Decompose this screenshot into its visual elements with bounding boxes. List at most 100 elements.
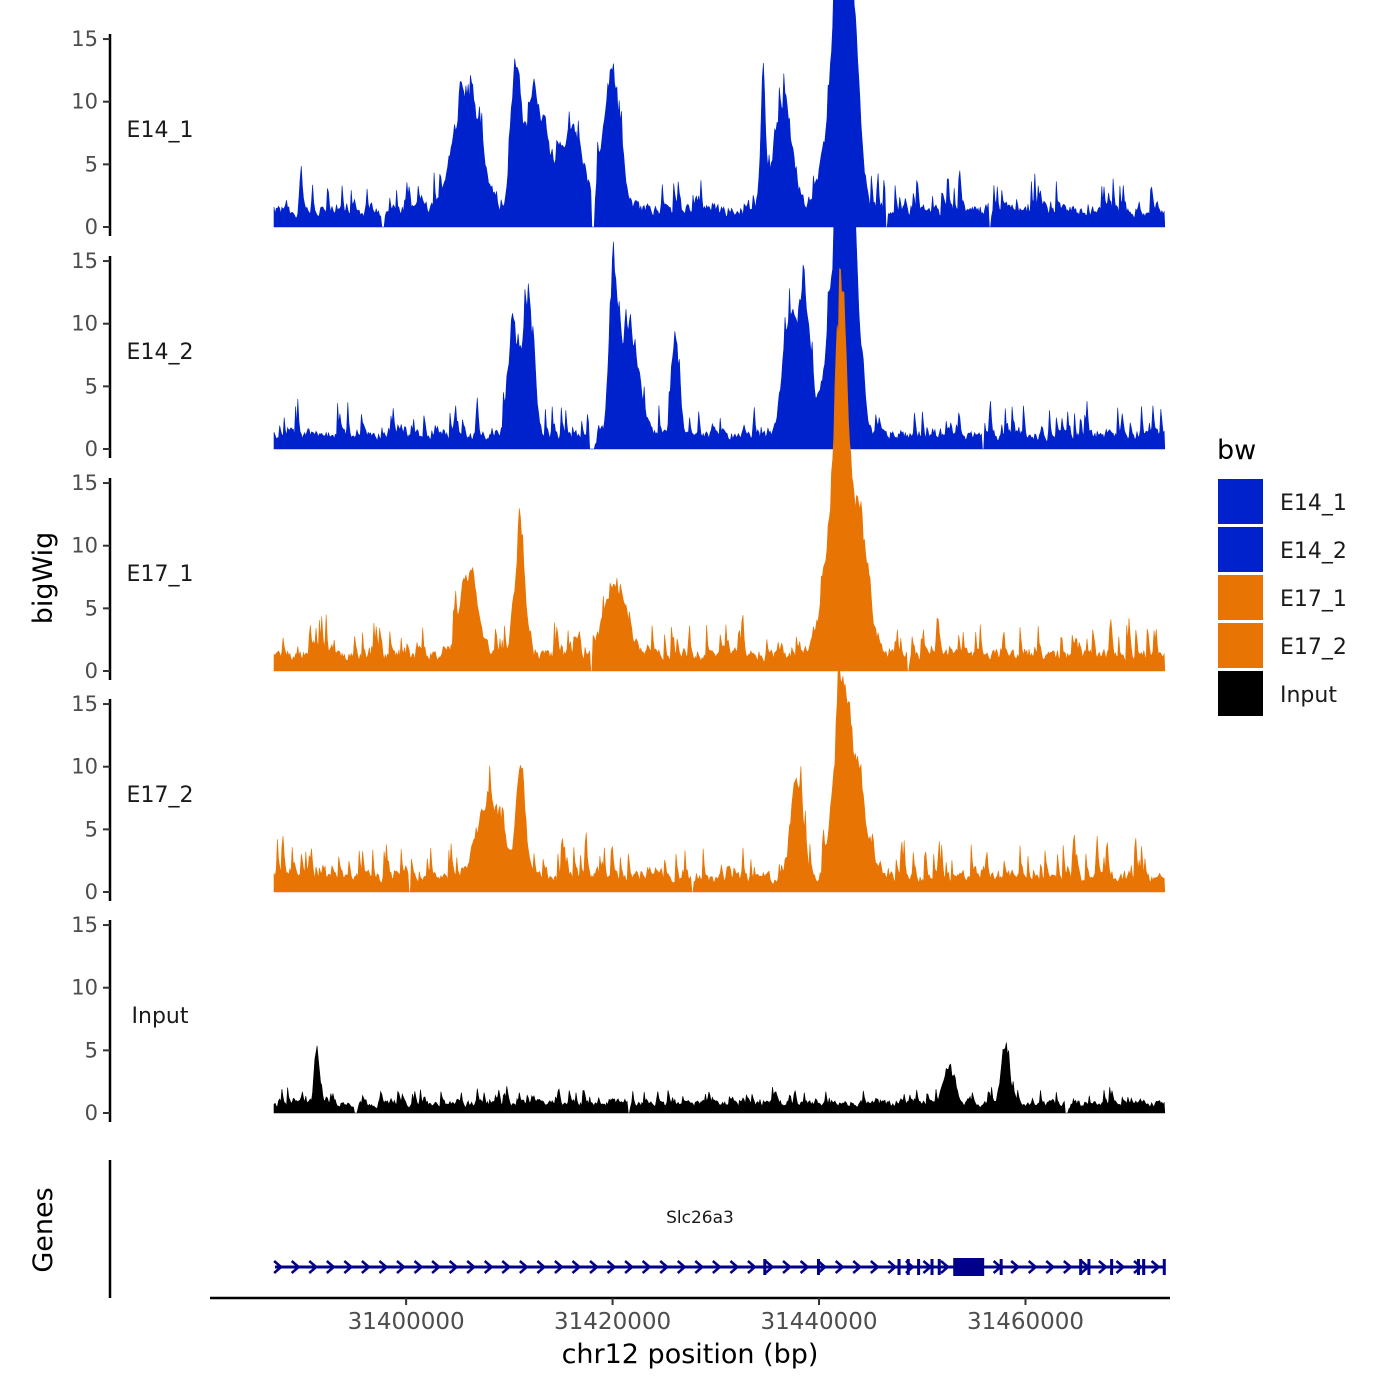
legend-swatch bbox=[1218, 575, 1263, 620]
x-axis-title: chr12 position (bp) bbox=[562, 1339, 819, 1370]
legend-label: Input bbox=[1280, 683, 1337, 708]
signal-area bbox=[273, 0, 1166, 450]
y-tick-label: 15 bbox=[71, 471, 98, 495]
strand-arrow bbox=[624, 1260, 635, 1274]
x-axis: 31400000 31420000 31440000 31460000 bbox=[210, 1296, 1170, 1335]
strand-arrow bbox=[712, 1260, 722, 1274]
strand-arrow bbox=[1115, 1260, 1126, 1274]
legend: bw E14_1 E14_2 E17_1 E17_2 Input bbox=[1217, 435, 1347, 716]
strand-arrow bbox=[922, 1260, 933, 1274]
legend-label: E14_2 bbox=[1280, 539, 1347, 564]
exon bbox=[953, 1258, 985, 1276]
strand-arrow bbox=[554, 1260, 564, 1274]
strand-arrow bbox=[536, 1260, 547, 1274]
exon bbox=[1110, 1259, 1114, 1275]
strand-arrow bbox=[1027, 1260, 1038, 1274]
strand-arrow bbox=[361, 1260, 371, 1274]
strand-arrow bbox=[501, 1260, 512, 1274]
exon bbox=[906, 1259, 910, 1275]
legend-swatch bbox=[1218, 671, 1263, 716]
legend-label: E14_1 bbox=[1280, 491, 1347, 516]
y-tick-label: 5 bbox=[85, 596, 98, 620]
y-tick-label: 0 bbox=[85, 659, 98, 683]
strand-arrow bbox=[308, 1260, 319, 1274]
track-e14-1: 0 5 10 15 E14_1 bbox=[71, 0, 1166, 239]
y-tick-label: 10 bbox=[71, 90, 98, 114]
strand-arrow bbox=[325, 1260, 336, 1274]
strand-arrow bbox=[641, 1260, 652, 1274]
strand-arrow bbox=[852, 1260, 863, 1274]
exon bbox=[1136, 1259, 1140, 1275]
y-tick-label: 5 bbox=[85, 374, 98, 398]
strand-arrow bbox=[729, 1260, 740, 1274]
strand-arrow bbox=[1010, 1260, 1021, 1274]
y-tick-label: 10 bbox=[71, 755, 98, 779]
strand-arrow bbox=[378, 1260, 389, 1274]
exon bbox=[1087, 1259, 1091, 1275]
strand-arrow bbox=[483, 1260, 494, 1274]
strand-arrow bbox=[518, 1260, 529, 1274]
strand-arrow bbox=[1045, 1260, 1056, 1274]
exon bbox=[930, 1259, 934, 1275]
legend-label: E17_1 bbox=[1280, 587, 1347, 612]
track-input: 0 5 10 15 Input bbox=[71, 913, 1166, 1125]
y-tick-label: 0 bbox=[85, 880, 98, 904]
strand-arrow bbox=[290, 1260, 301, 1274]
signal-area bbox=[273, 0, 1166, 228]
strand-arrow bbox=[834, 1260, 845, 1274]
signal-area bbox=[273, 267, 1166, 672]
legend-swatch bbox=[1218, 623, 1263, 668]
strand-arrow bbox=[1133, 1260, 1143, 1274]
y-axis-title: bigWig bbox=[28, 532, 59, 625]
strand-arrow bbox=[694, 1260, 705, 1274]
strand-arrow bbox=[431, 1260, 441, 1274]
track-label: E14_1 bbox=[127, 118, 194, 143]
track-label: E17_1 bbox=[127, 562, 194, 587]
strand-arrow bbox=[747, 1260, 757, 1274]
strand-arrow bbox=[799, 1260, 810, 1274]
strand-arrow bbox=[1150, 1260, 1161, 1274]
strand-arrow bbox=[589, 1260, 599, 1274]
x-tick-label: 31440000 bbox=[760, 1309, 877, 1335]
exon bbox=[816, 1259, 820, 1275]
exon bbox=[763, 1259, 767, 1275]
legend-title: bw bbox=[1217, 435, 1256, 466]
y-tick-label: 5 bbox=[85, 817, 98, 841]
y-tick-label: 15 bbox=[71, 249, 98, 273]
y-tick-label: 0 bbox=[85, 1101, 98, 1125]
gene-name-label: Slc26a3 bbox=[666, 1208, 734, 1228]
gene-model: Slc26a3 bbox=[273, 1208, 1166, 1276]
strand-arrow bbox=[448, 1260, 459, 1274]
y-tick-label: 5 bbox=[85, 1038, 98, 1062]
signal-area bbox=[273, 1042, 1166, 1114]
y-tick-label: 15 bbox=[71, 913, 98, 937]
exon bbox=[1142, 1259, 1146, 1275]
exon bbox=[937, 1259, 941, 1275]
strand-arrow bbox=[676, 1260, 687, 1274]
genes-axis-title: Genes bbox=[28, 1187, 59, 1272]
track-e17-2: 0 5 10 15 E17_2 bbox=[71, 661, 1166, 904]
exon bbox=[917, 1259, 921, 1275]
signal-tracks: 0 5 10 15 E14_1 0 5 10 15 E14_2 0 5 10 15 E17_1 0 5 10 15 E… bbox=[71, 0, 1166, 1125]
strand-arrow bbox=[940, 1260, 950, 1274]
track-e14-2: 0 5 10 15 E14_2 bbox=[71, 0, 1166, 461]
exon bbox=[897, 1259, 901, 1275]
legend-swatch bbox=[1218, 527, 1263, 572]
strand-arrow bbox=[343, 1260, 354, 1274]
strand-arrow bbox=[1062, 1260, 1073, 1274]
x-tick-label: 31400000 bbox=[348, 1309, 465, 1335]
genes-track: Slc26a3 bbox=[108, 1160, 1166, 1298]
strand-arrow bbox=[659, 1260, 670, 1274]
exon bbox=[999, 1259, 1003, 1275]
y-tick-label: 15 bbox=[71, 27, 98, 51]
x-tick-label: 31420000 bbox=[554, 1309, 671, 1335]
track-label: E17_2 bbox=[127, 783, 194, 808]
strand-arrow bbox=[887, 1260, 898, 1274]
exon bbox=[1162, 1259, 1166, 1275]
strand-arrow bbox=[782, 1260, 792, 1274]
y-tick-label: 15 bbox=[71, 692, 98, 716]
y-tick-label: 10 bbox=[71, 312, 98, 336]
track-e17-1: 0 5 10 15 E17_1 bbox=[71, 267, 1166, 683]
strand-arrow bbox=[1098, 1260, 1108, 1274]
y-tick-label: 10 bbox=[71, 976, 98, 1000]
